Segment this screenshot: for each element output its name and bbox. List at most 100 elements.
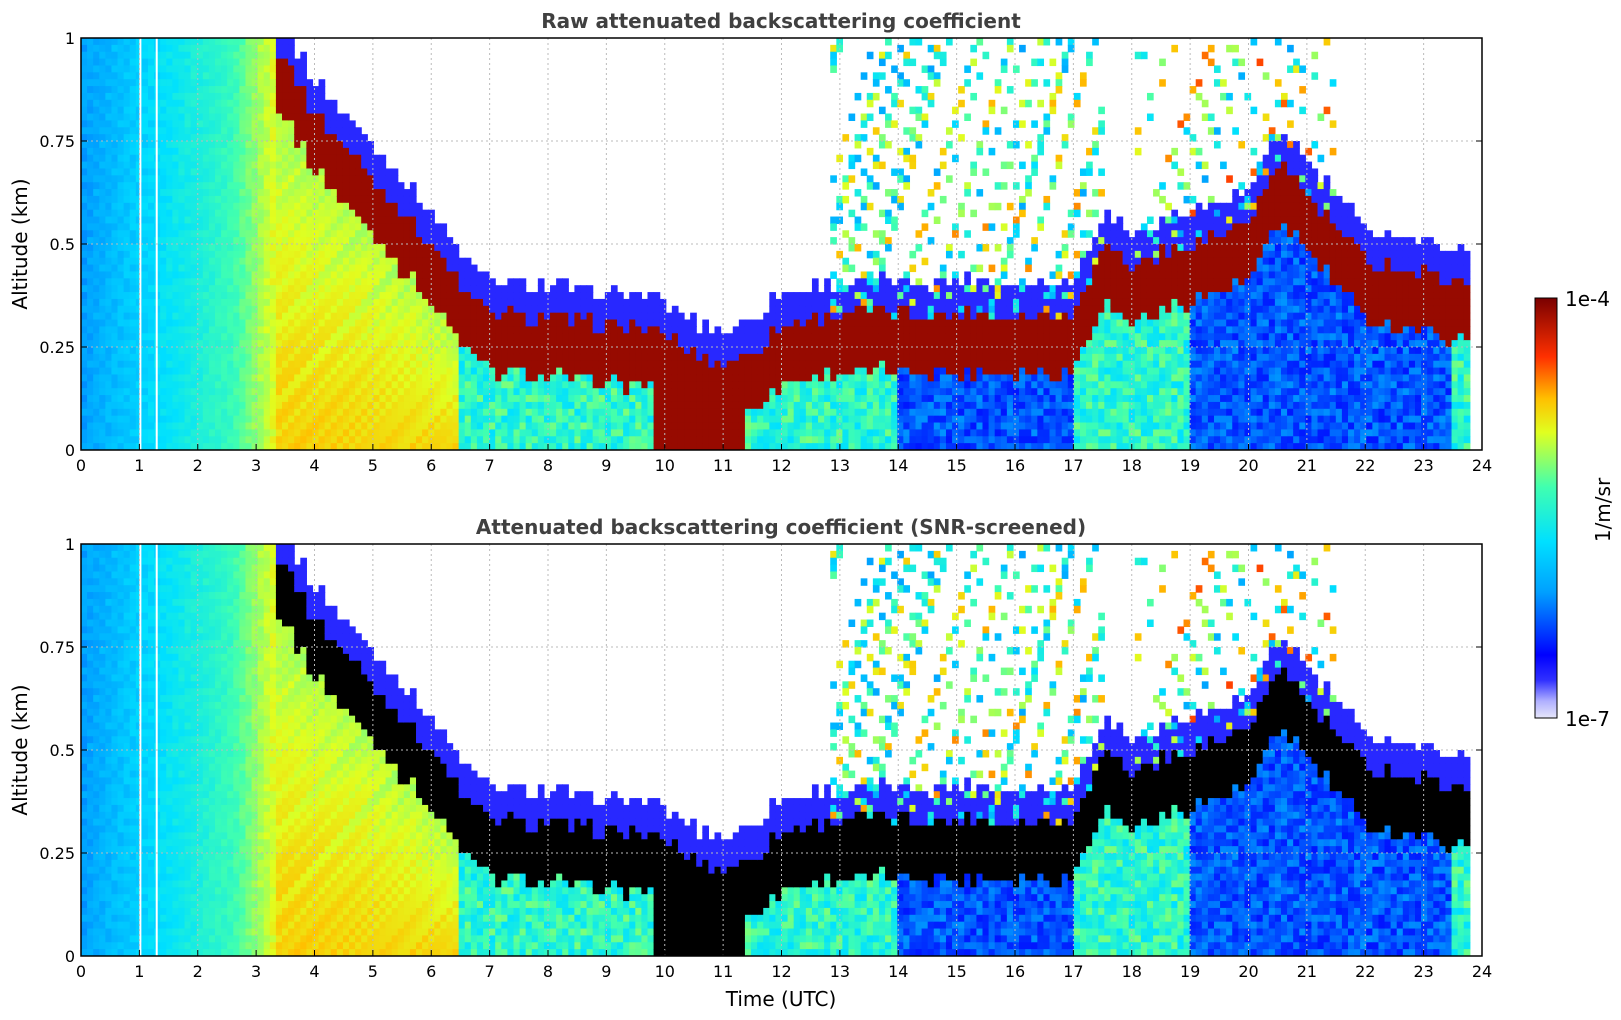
heatmap-cell: [416, 244, 423, 252]
heatmap-cell: [221, 340, 228, 348]
heatmap-cell: [434, 250, 441, 259]
heatmap-cell: [196, 92, 204, 101]
heatmap-cell: [318, 161, 326, 170]
heatmap-cell: [842, 305, 850, 314]
heatmap-cell: [202, 120, 210, 128]
heatmap-cell: [342, 333, 350, 341]
heatmap-cell: [275, 161, 283, 170]
heatmap-cell: [81, 223, 88, 231]
heatmap-cell: [367, 209, 374, 218]
heatmap-cell: [854, 312, 862, 321]
heatmap-cell: [568, 388, 575, 396]
heatmap-cell: [653, 415, 661, 424]
heatmap-cell: [288, 161, 295, 170]
heatmap-cell: [105, 381, 113, 389]
heatmap-cell: [830, 388, 837, 396]
heatmap-cell: [483, 353, 490, 362]
heatmap-cell: [635, 340, 642, 348]
heatmap-cell: [744, 360, 752, 369]
heatmap-cell: [105, 360, 113, 369]
heatmap-cell: [702, 374, 709, 382]
heatmap-cell: [592, 401, 600, 410]
heatmap-cell: [489, 429, 496, 437]
heatmap-cell: [324, 202, 332, 211]
heatmap-cell: [294, 429, 301, 437]
heatmap-cell: [166, 86, 173, 94]
heatmap-cell: [275, 429, 283, 437]
heatmap-cell: [830, 360, 837, 369]
heatmap-cell: [306, 360, 314, 369]
heatmap-cell: [854, 92, 862, 101]
heatmap-cell: [787, 443, 795, 450]
heatmap-cell: [178, 154, 186, 163]
heatmap-cell: [141, 86, 149, 94]
heatmap-cell: [257, 285, 265, 293]
heatmap-cell: [99, 395, 106, 403]
heatmap-cell: [440, 360, 448, 369]
heatmap-cell: [129, 51, 137, 60]
heatmap-cell: [129, 113, 137, 121]
heatmap-cell: [775, 319, 783, 327]
heatmap-cell: [860, 374, 868, 382]
heatmap-cell: [87, 79, 94, 87]
heatmap-cell: [684, 360, 691, 369]
heatmap-cell: [330, 443, 338, 450]
panel-raw: Raw attenuated backscattering coefficien…: [8, 9, 1492, 475]
heatmap-cell: [251, 347, 259, 355]
heatmap-cell: [872, 381, 880, 389]
heatmap-cell: [878, 340, 886, 348]
heatmap-cell: [495, 367, 502, 376]
heatmap-cell: [312, 244, 320, 252]
heatmap-cell: [324, 230, 332, 238]
heatmap-cell: [550, 422, 557, 430]
heatmap-cell: [671, 360, 679, 369]
heatmap-cell: [379, 298, 387, 307]
heatmap-cell: [872, 161, 880, 170]
heatmap-cell: [269, 285, 277, 293]
heatmap-cell: [87, 38, 94, 46]
heatmap-cell: [129, 127, 137, 135]
heatmap-cell: [379, 182, 387, 190]
heatmap-cell: [288, 106, 295, 115]
heatmap-cell: [854, 223, 862, 231]
heatmap-cell: [629, 292, 636, 300]
heatmap-cell: [202, 305, 210, 314]
heatmap-cell: [556, 292, 563, 300]
heatmap-cell: [379, 189, 387, 197]
heatmap-cell: [464, 443, 472, 450]
heatmap-cell: [592, 381, 600, 389]
heatmap-cell: [629, 429, 636, 437]
heatmap-cell: [446, 264, 454, 273]
heatmap-cell: [202, 340, 210, 348]
heatmap-cell: [470, 353, 478, 362]
heatmap-cell: [160, 244, 167, 252]
heatmap-cell: [781, 326, 789, 334]
heatmap-cell: [233, 209, 240, 218]
heatmap-cell: [275, 147, 283, 156]
heatmap-cell: [866, 340, 874, 348]
heatmap-cell: [190, 278, 198, 286]
heatmap-cell: [854, 429, 862, 437]
heatmap-cell: [617, 401, 624, 410]
heatmap-cell: [550, 408, 557, 417]
heatmap-cell: [818, 388, 825, 396]
heatmap-cell: [409, 202, 417, 211]
heatmap-cell: [99, 120, 106, 128]
heatmap-cell: [464, 353, 472, 362]
heatmap-cell: [397, 422, 405, 430]
heatmap-cell: [470, 333, 478, 341]
heatmap-cell: [111, 395, 119, 403]
heatmap-cell: [519, 292, 527, 300]
heatmap-cell: [208, 333, 216, 341]
heatmap-cell: [367, 347, 374, 355]
heatmap-cell: [671, 381, 679, 389]
heatmap-cell: [464, 319, 472, 327]
heatmap-cell: [483, 443, 490, 450]
heatmap-cell: [184, 51, 192, 60]
heatmap-cell: [233, 292, 240, 300]
heatmap-cell: [787, 374, 795, 382]
heatmap-cell: [312, 271, 320, 279]
heatmap-cell: [562, 312, 569, 321]
heatmap-cell: [312, 120, 320, 128]
heatmap-cell: [507, 347, 515, 355]
